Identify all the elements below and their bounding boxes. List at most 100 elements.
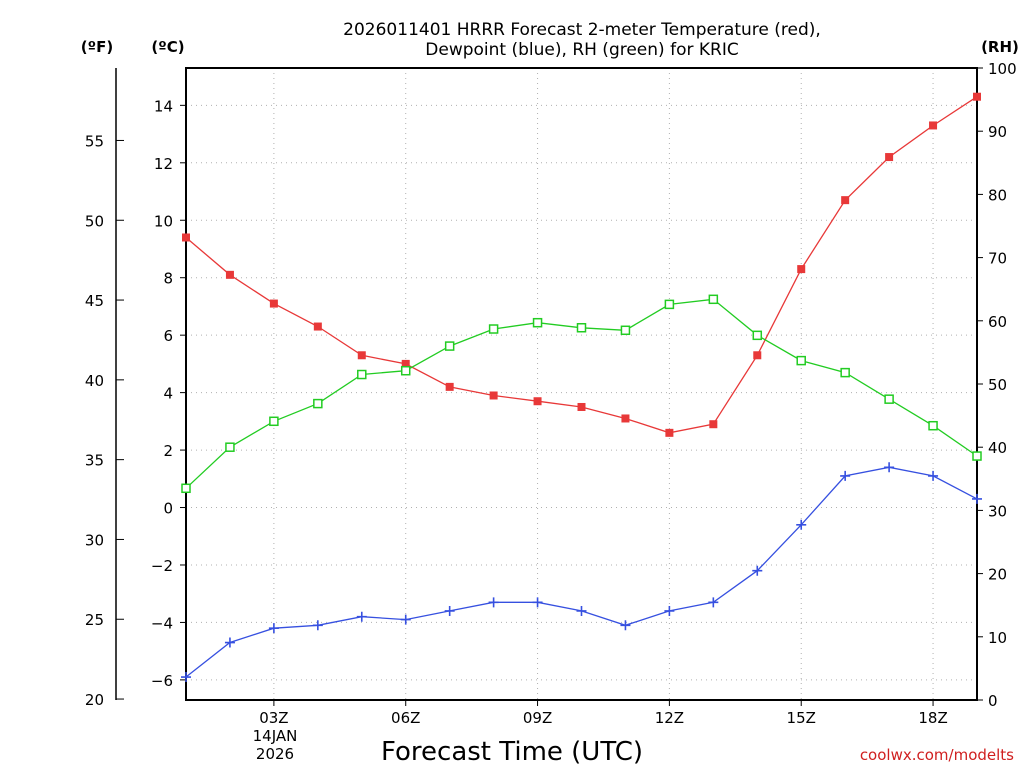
celsius-tick-label: 12 (154, 155, 173, 173)
celsius-tick-label: 14 (154, 97, 173, 115)
2-meter-temperature-point (929, 121, 938, 130)
rh-tick-label: 60 (988, 313, 1007, 331)
rh-point (928, 420, 938, 431)
data-series (181, 92, 982, 683)
dewpoint-point (972, 493, 982, 504)
x-tick-label: 09Z (523, 709, 552, 727)
fahrenheit-tick-label: 30 (85, 531, 104, 549)
fahrenheit-tick-label: 40 (85, 372, 104, 390)
rh-point (444, 341, 455, 351)
2-meter-temperature-point (445, 382, 454, 391)
rh-point (532, 317, 543, 328)
dewpoint-point (224, 637, 235, 648)
plot-frame (185, 67, 978, 701)
rh-point (620, 325, 631, 336)
fahrenheit-tick-label: 20 (85, 691, 104, 709)
dewpoint-point (356, 611, 367, 622)
rh-point (488, 324, 499, 334)
rh-point (884, 394, 894, 404)
rh-tick-label: 100 (988, 60, 1017, 78)
celsius-tick-label: −4 (151, 614, 173, 632)
rh-tick-label: 50 (988, 376, 1007, 394)
rh-point (972, 451, 982, 461)
2-meter-temperature-point (401, 359, 410, 368)
date-label-day: 14JAN (253, 727, 298, 745)
2-meter-temperature-point (577, 402, 586, 411)
dewpoint-point (181, 672, 191, 683)
rh-point (400, 365, 411, 376)
rh-point (796, 355, 806, 366)
2-meter-temperature-point (489, 391, 498, 400)
dewpoint-point (532, 597, 543, 608)
dewpoint-point (752, 565, 763, 576)
celsius-tick-label: −6 (151, 672, 173, 690)
rh-tick-label: 80 (988, 186, 1007, 204)
2-meter-temperature-point (797, 265, 806, 274)
dewpoint-point (576, 605, 587, 616)
2-meter-temperature-point (885, 153, 894, 162)
x-axis-title: Forecast Time (UTC) (381, 737, 643, 767)
2-meter-temperature-point (269, 299, 278, 308)
x-tick-label: 18Z (918, 709, 947, 727)
gridlines (186, 68, 977, 700)
rh-tick-label: 10 (988, 629, 1007, 647)
dewpoint-point (796, 519, 807, 530)
dewpoint-point (444, 605, 455, 616)
fahrenheit-tick-label: 50 (85, 212, 104, 230)
rh-point (576, 323, 587, 333)
celsius-tick-label: 4 (163, 385, 173, 403)
rh-series (181, 294, 982, 494)
rh-point (752, 330, 763, 341)
chart-title-line1: 2026011401 HRRR Forecast 2-meter Tempera… (343, 20, 821, 40)
dewpoint-series (181, 462, 982, 683)
dewpoint-point (884, 462, 895, 473)
fahrenheit-tick-label: 25 (85, 611, 104, 629)
rh-axis-unit: (RH) (981, 38, 1019, 56)
rh-point (225, 442, 235, 452)
2-meter-temperature-point (225, 270, 234, 279)
axes: 03Z 06Z 09Z 12Z 15Z 18Z −6 −4 −2 0 2 4 6 8 10 12 14 20 25 3… (85, 60, 1017, 727)
chart-title-line2: Dewpoint (blue), RH (green) for KRIC (425, 40, 738, 60)
dewpoint-point (312, 620, 323, 631)
celsius-axis-unit: (ºC) (151, 38, 184, 56)
2-meter-temperature-point (313, 322, 322, 331)
rh-point (840, 367, 850, 378)
celsius-tick-label: −2 (151, 557, 173, 575)
rh-point (181, 483, 191, 494)
x-tick-label: 12Z (655, 709, 684, 727)
fahrenheit-tick-label: 45 (85, 292, 104, 310)
rh-tick-label: 20 (988, 566, 1007, 584)
2-meter-temperature-point (665, 428, 674, 437)
rh-point (664, 299, 675, 310)
2-meter-temperature-point (973, 92, 981, 101)
rh-tick-label: 40 (988, 439, 1007, 457)
dewpoint-point (620, 620, 631, 631)
2-meter-temperature-point (533, 397, 542, 406)
rh-point (313, 398, 323, 409)
celsius-tick-label: 8 (163, 270, 173, 288)
dewpoint-point (488, 597, 499, 608)
2-meter-temperature-point (182, 233, 190, 242)
dewpoint-line (185, 466, 978, 678)
rh-tick-label: 70 (988, 250, 1007, 268)
2-meter-temperature-point (621, 414, 630, 423)
date-label-year: 2026 (256, 745, 294, 763)
2-meter-temperature-series (182, 92, 981, 437)
credit-label: coolwx.com/modelts (860, 746, 1014, 764)
x-tick-label: 15Z (787, 709, 816, 727)
fahrenheit-axis-unit: (ºF) (81, 38, 113, 56)
dewpoint-point (400, 614, 411, 625)
rh-tick-label: 90 (988, 123, 1007, 141)
2-meter-temperature-line (185, 96, 978, 434)
fahrenheit-tick-label: 35 (85, 452, 104, 470)
x-tick-label: 03Z (259, 709, 288, 727)
dewpoint-point (840, 470, 851, 481)
2-meter-temperature-point (841, 196, 850, 205)
fahrenheit-tick-label: 55 (85, 132, 104, 150)
celsius-tick-label: 6 (163, 327, 173, 345)
rh-tick-label: 30 (988, 502, 1007, 520)
celsius-tick-label: 10 (154, 212, 173, 230)
2-meter-temperature-point (753, 351, 762, 360)
dewpoint-point (664, 605, 675, 616)
